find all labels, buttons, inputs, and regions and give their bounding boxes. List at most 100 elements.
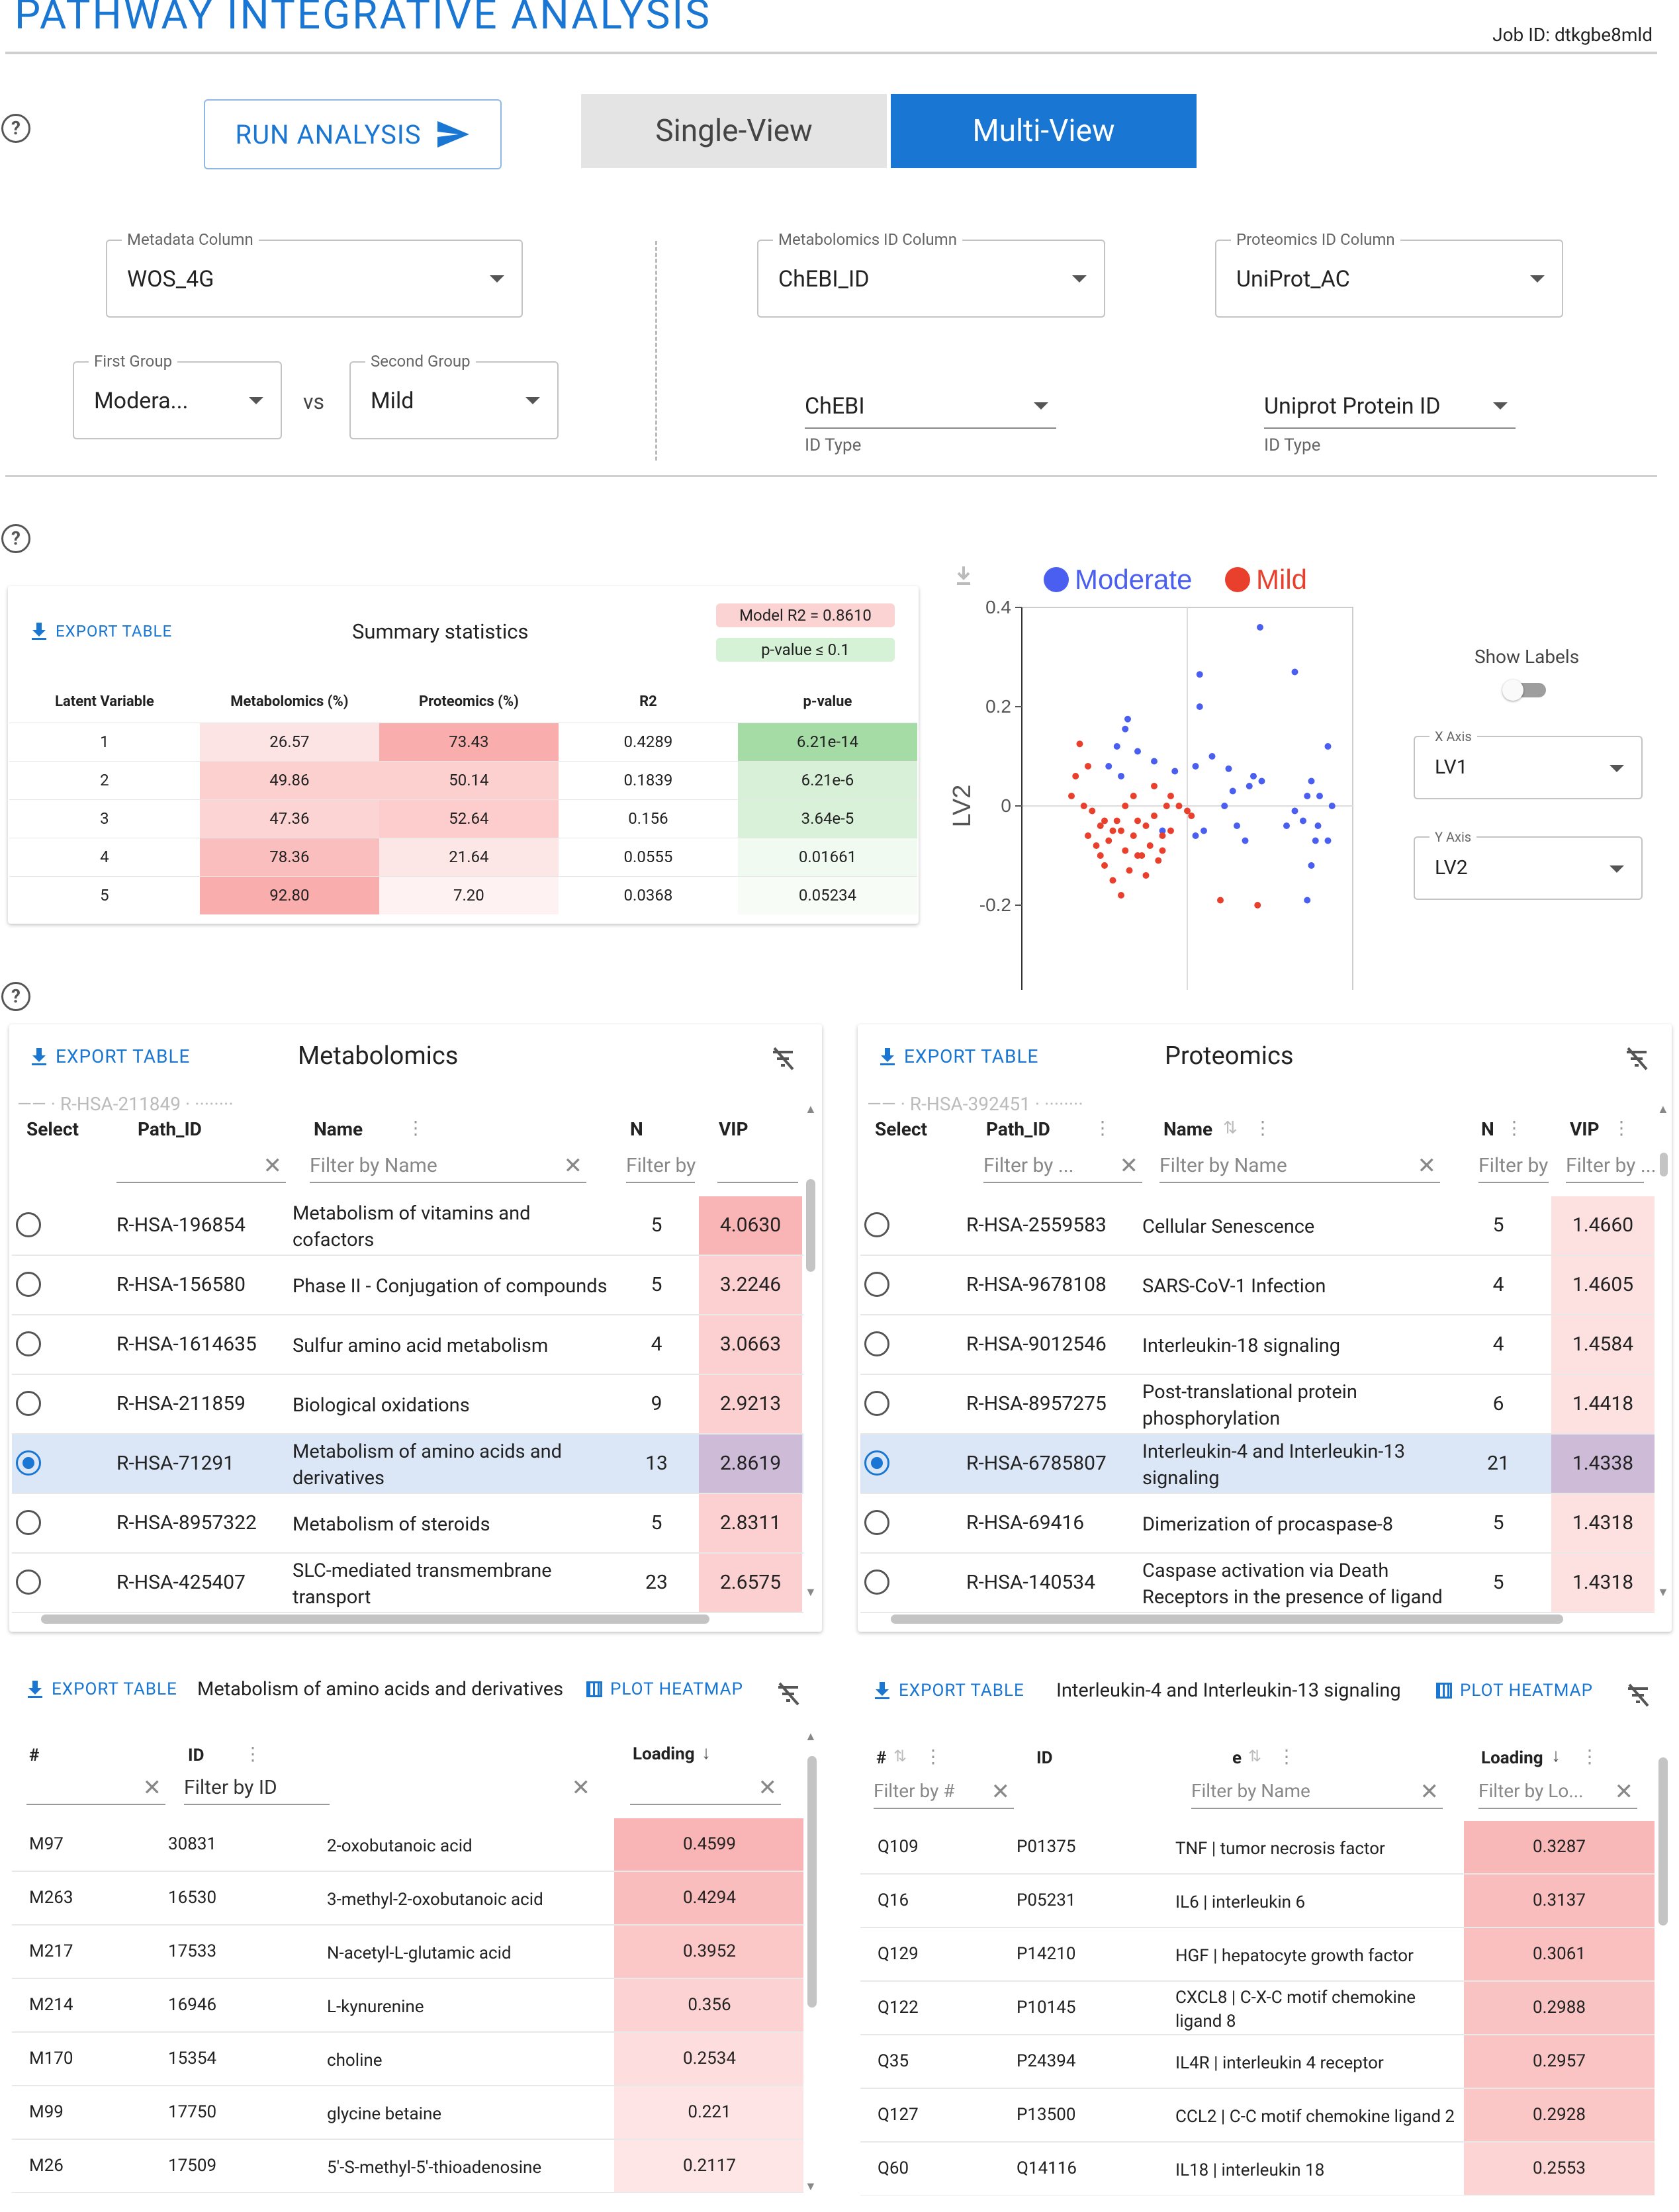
column-menu-icon[interactable]: ⋮ <box>1612 1117 1631 1139</box>
scroll-down-icon[interactable]: ▼ <box>805 1585 817 1599</box>
column-header-select[interactable]: Select <box>875 1118 927 1140</box>
clear-icon[interactable]: ✕ <box>1417 1153 1437 1179</box>
table-row[interactable]: R-HSA-1614635 Sulfur amino acid metabolis… <box>12 1315 803 1375</box>
scroll-up-icon[interactable]: ▲ <box>1657 1102 1669 1116</box>
table-row[interactable]: Q127 P13500 CCL2 | C-C motif chemokine lig… <box>860 2089 1655 2143</box>
sort-icon[interactable]: ⇅ <box>1223 1118 1238 1138</box>
row-select-radio[interactable] <box>16 1331 41 1356</box>
name-filter[interactable]: Filter by Name ✕ <box>310 1151 586 1183</box>
row-select-radio[interactable] <box>864 1272 889 1297</box>
path-id-filter[interactable]: ✕ <box>116 1151 286 1183</box>
column-header-hash[interactable]: # <box>876 1748 887 1768</box>
row-select-radio[interactable] <box>16 1450 41 1476</box>
metadata-column-select[interactable]: Metadata Column WOS_4G <box>106 230 523 318</box>
clear-filter-icon[interactable] <box>770 1047 797 1071</box>
row-select-radio[interactable] <box>864 1391 889 1416</box>
table-row[interactable]: R-HSA-8957275 Post-translational protein … <box>860 1375 1655 1435</box>
hash-filter[interactable]: ✕ <box>26 1773 165 1805</box>
column-menu-icon[interactable]: ⋮ <box>1277 1746 1296 1767</box>
row-select-radio[interactable] <box>864 1212 889 1237</box>
table-row[interactable]: Q60 Q14116 IL18 | interleukin 18 0.2553 <box>860 2143 1655 2195</box>
n-filter[interactable]: Filter by <box>626 1151 696 1183</box>
column-header-id[interactable]: ID <box>188 1746 204 1765</box>
column-header-name[interactable]: Name <box>314 1118 363 1140</box>
legend-label[interactable]: Moderate <box>1075 564 1192 595</box>
vertical-scrollbar[interactable] <box>807 1756 817 2008</box>
table-row[interactable]: R-HSA-9678108 SARS-CoV-1 Infection 4 1.4605 <box>860 1256 1655 1315</box>
column-menu-icon[interactable]: ⋮ <box>406 1117 425 1139</box>
column-header-id[interactable]: ID <box>1036 1748 1053 1768</box>
row-select-radio[interactable] <box>16 1570 41 1595</box>
table-row[interactable]: Q109 P01375 TNF | tumor necrosis factor 0.3… <box>860 1821 1655 1875</box>
clear-icon[interactable]: ✕ <box>563 1153 583 1179</box>
table-row[interactable]: M214 16946 L-kynurenine 0.356 <box>12 1979 803 2033</box>
row-select-radio[interactable] <box>16 1510 41 1535</box>
show-labels-toggle[interactable] <box>1502 680 1546 701</box>
proteomics-id-column-select[interactable]: Proteomics ID Column UniProt_AC <box>1215 230 1563 318</box>
column-header-vip[interactable]: VIP <box>1570 1118 1600 1140</box>
plot-heatmap-button[interactable]: PLOT HEATMAP <box>1436 1681 1593 1701</box>
row-select-radio[interactable] <box>16 1212 41 1237</box>
table-row[interactable]: R-HSA-425407 SLC-mediated transmembrane t… <box>12 1554 803 1613</box>
path-id-filter[interactable]: Filter by ... ✕ <box>983 1151 1142 1183</box>
scroll-down-icon[interactable]: ▼ <box>805 2180 817 2193</box>
column-menu-icon[interactable]: ⋮ <box>244 1743 262 1765</box>
id-filter[interactable]: Filter by ID ✕ <box>184 1773 594 1805</box>
n-filter[interactable]: Filter by <box>1478 1151 1549 1183</box>
first-group-select[interactable]: First Group Modera... <box>73 352 282 439</box>
column-header-name[interactable]: e <box>1232 1748 1242 1768</box>
vertical-scrollbar[interactable] <box>1658 1757 1668 1925</box>
horizontal-scrollbar[interactable] <box>41 1615 709 1624</box>
column-header-n[interactable]: N <box>630 1118 643 1140</box>
proteomics-id-type-select[interactable]: Uniprot Protein ID <box>1264 386 1516 429</box>
clear-icon[interactable]: ✕ <box>1119 1153 1139 1179</box>
loading-filter[interactable]: Filter by Lo... ✕ <box>1478 1777 1637 1809</box>
column-menu-icon[interactable]: ⋮ <box>924 1746 942 1767</box>
y-axis-select[interactable]: Y Axis LV2 <box>1414 829 1643 900</box>
table-row[interactable]: M170 15354 choline 0.2534 <box>12 2033 803 2086</box>
clear-icon[interactable]: ✕ <box>263 1153 283 1179</box>
table-row[interactable]: M263 16530 3-methyl-2-oxobutanoic acid 0.42… <box>12 1872 803 1925</box>
sort-icon[interactable]: ⇅ <box>893 1747 907 1765</box>
run-analysis-button[interactable]: RUN ANALYSIS <box>204 99 502 169</box>
download-icon[interactable] <box>957 566 970 585</box>
column-menu-icon[interactable]: ⋮ <box>1505 1117 1523 1139</box>
x-axis-select[interactable]: X Axis LV1 <box>1414 729 1643 799</box>
column-header-n[interactable]: N <box>1481 1118 1494 1140</box>
row-select-radio[interactable] <box>864 1570 889 1595</box>
metabolomics-id-column-select[interactable]: Metabolomics ID Column ChEBI_ID <box>757 230 1105 318</box>
table-row[interactable]: R-HSA-196854 Metabolism of vitamins and c… <box>12 1196 803 1256</box>
table-row[interactable]: R-HSA-6785807 Interleukin-4 and Interleuk… <box>860 1435 1655 1494</box>
help-icon[interactable]: ? <box>1 114 30 143</box>
column-header-name[interactable]: Name <box>1163 1118 1213 1140</box>
table-row[interactable]: R-HSA-211859 Biological oxidations 9 2.9213 <box>12 1375 803 1435</box>
table-row[interactable]: Q35 P24394 IL4R | interleukin 4 receptor 0.… <box>860 2035 1655 2089</box>
clear-icon[interactable]: ✕ <box>1420 1779 1439 1805</box>
row-select-radio[interactable] <box>864 1331 889 1356</box>
vertical-scrollbar[interactable] <box>1660 1153 1668 1176</box>
column-header-path-id[interactable]: Path_ID <box>138 1118 202 1140</box>
single-view-button[interactable]: Single-View <box>581 94 887 168</box>
table-row[interactable]: M99 17750 glycine betaine 0.221 <box>12 2086 803 2140</box>
clear-filter-icon[interactable] <box>776 1682 802 1706</box>
row-select-radio[interactable] <box>864 1450 889 1476</box>
clear-icon[interactable]: ✕ <box>571 1775 591 1801</box>
scroll-up-icon[interactable]: ▲ <box>805 1730 817 1744</box>
name-filter[interactable]: Filter by Name ✕ <box>1159 1151 1440 1183</box>
vip-filter[interactable]: Filter by ... <box>1566 1151 1656 1183</box>
table-row[interactable]: R-HSA-140534 Caspase activation via Death… <box>860 1554 1655 1613</box>
name-filter[interactable]: Filter by Name ✕ <box>1191 1777 1443 1809</box>
table-row[interactable]: Q129 P14210 HGF | hepatocyte growth factor… <box>860 1928 1655 1982</box>
table-row[interactable]: R-HSA-71291 Metabolism of amino acids and… <box>12 1435 803 1494</box>
sort-descending-icon[interactable]: ↓ <box>702 1742 711 1763</box>
column-menu-icon[interactable]: ⋮ <box>1093 1117 1112 1139</box>
multi-view-button[interactable]: Multi-View <box>891 94 1197 168</box>
clear-icon[interactable]: ✕ <box>1614 1779 1634 1805</box>
column-header-loading[interactable]: Loading <box>1481 1748 1543 1768</box>
clear-filter-icon[interactable] <box>1625 1683 1652 1707</box>
table-row[interactable]: R-HSA-156580 Phase II - Conjugation of co… <box>12 1256 803 1315</box>
table-row[interactable]: R-HSA-69416 Dimerization of procaspase-8 5… <box>860 1494 1655 1554</box>
column-header-hash[interactable]: # <box>29 1746 40 1765</box>
help-icon[interactable]: ? <box>1 982 30 1011</box>
clear-icon[interactable]: ✕ <box>991 1779 1011 1805</box>
